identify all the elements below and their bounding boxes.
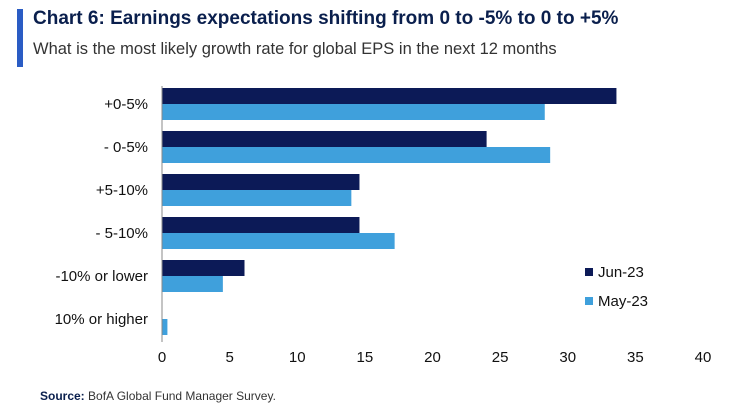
x-tick-label: 30 <box>559 349 576 366</box>
bar-may-4 <box>162 276 223 292</box>
bar-jun-2 <box>162 174 360 190</box>
bar-jun-1 <box>162 131 487 147</box>
bar-jun-3 <box>162 217 360 233</box>
bar-may-5 <box>162 319 168 335</box>
category-label: -10% or lower <box>55 268 148 285</box>
x-tick-label: 40 <box>695 349 712 366</box>
x-tick-label: 35 <box>627 349 644 366</box>
source-note: Source: BofA Global Fund Manager Survey. <box>40 389 276 403</box>
legend-swatch-may <box>585 297 593 305</box>
x-tick-label: 0 <box>158 349 166 366</box>
bar-may-0 <box>162 104 545 120</box>
bar-jun-4 <box>162 260 245 276</box>
legend-swatch-jun <box>585 268 593 276</box>
source-text: BofA Global Fund Manager Survey. <box>88 389 276 403</box>
category-label: +0-5% <box>104 96 148 113</box>
x-tick-label: 10 <box>289 349 306 366</box>
bar-may-2 <box>162 190 352 206</box>
x-tick-label: 20 <box>424 349 441 366</box>
category-label: +5-10% <box>96 182 148 199</box>
legend-label-jun: Jun-23 <box>598 264 644 281</box>
x-tick-label: 25 <box>492 349 509 366</box>
title-accent-bar <box>17 9 23 67</box>
chart-subtitle: What is the most likely growth rate for … <box>33 40 557 58</box>
legend-label-may: May-23 <box>598 293 648 310</box>
bar-may-1 <box>162 147 551 163</box>
bar-jun-0 <box>162 88 617 104</box>
x-tick-label: 5 <box>225 349 233 366</box>
bar-may-3 <box>162 233 395 249</box>
category-label: - 0-5% <box>104 139 148 156</box>
x-tick-label: 15 <box>357 349 374 366</box>
chart-title: Chart 6: Earnings expectations shifting … <box>33 8 619 29</box>
category-label: 10% or higher <box>55 311 148 328</box>
source-label: Source: <box>40 389 85 403</box>
category-label: - 5-10% <box>95 225 148 242</box>
